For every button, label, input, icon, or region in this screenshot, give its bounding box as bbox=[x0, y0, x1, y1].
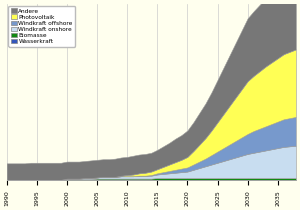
Legend: Andere, Photovoltaik, Windkraft offshore, Windkraft onshore, Biomasse, Wasserkra: Andere, Photovoltaik, Windkraft offshore… bbox=[8, 6, 75, 46]
